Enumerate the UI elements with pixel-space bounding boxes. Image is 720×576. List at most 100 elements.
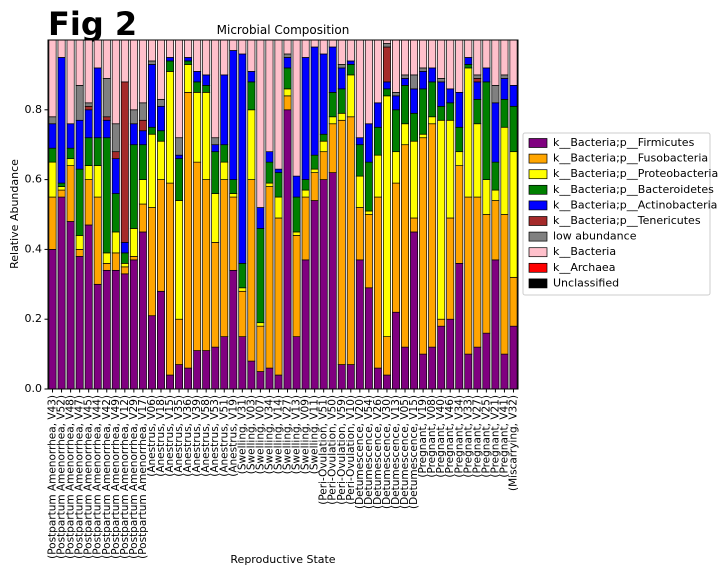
bar-segment [66, 39, 75, 125]
bar-segment [184, 39, 193, 58]
x-tick-label: (Postpartum Amenorrhea, V29) [128, 395, 140, 559]
bar-segment [202, 85, 211, 93]
bar-segment [48, 116, 57, 125]
bar-segment [301, 179, 310, 191]
bar-segment [193, 71, 202, 83]
bar-segment [75, 85, 84, 121]
bar-segment [464, 67, 473, 198]
bar-segment [509, 151, 518, 278]
bar-segment [410, 74, 419, 90]
bar-segment [229, 39, 238, 51]
bar-segment [157, 130, 165, 142]
x-tick-label: (Postpartum Amenorrhea, V44) [92, 395, 104, 559]
bar-segment [419, 67, 428, 72]
bar-segment [75, 256, 84, 390]
bar-segment [437, 105, 446, 121]
bar-segment [482, 67, 491, 83]
bar-segment [283, 67, 292, 90]
y-tick-label: 0.4 [25, 242, 43, 255]
bar-segment [446, 217, 455, 320]
bar-segment [446, 318, 455, 390]
bar-segment [111, 151, 120, 160]
bar-segment [428, 81, 437, 118]
bar-segment [120, 252, 129, 264]
bar-segment [373, 154, 382, 198]
bar-segment [184, 64, 193, 93]
bar-segment [166, 182, 174, 376]
x-tick-label: (Swelling, V07) [254, 395, 266, 474]
bar-segment [346, 39, 355, 62]
bar-segment [401, 39, 409, 76]
x-tick-label: (Anestrus, V19) [227, 395, 239, 477]
bar-segment [129, 109, 138, 125]
bar-segment [410, 217, 419, 233]
bar-segment [120, 39, 129, 83]
bar-segment [57, 189, 66, 198]
bar-segment [102, 78, 111, 118]
bar-segment [328, 39, 337, 48]
bar-segment [328, 116, 337, 125]
bar-segment [500, 78, 509, 100]
bar-segment [57, 196, 66, 390]
legend-box [522, 132, 711, 296]
x-tick-label: (Anestrus, V36) [182, 395, 194, 477]
y-axis-label: Relative Abundance [8, 159, 21, 269]
bar-segment [455, 263, 464, 390]
legend-label: k__Bacteria;p__Fusobacteria [553, 152, 708, 165]
bar-segment [301, 196, 310, 261]
x-tick-label: (Detumescence, V13) [390, 395, 402, 509]
bar-segment [229, 193, 238, 198]
bar-segment [455, 151, 464, 166]
bar-segment [419, 88, 428, 135]
bar-segment [66, 221, 75, 390]
bar-segment [111, 193, 120, 233]
bar-segment [419, 353, 428, 390]
bar-segment [373, 126, 382, 156]
bar-segment [75, 119, 84, 170]
legend-label: low abundance [553, 230, 637, 243]
bar-segment [337, 88, 346, 114]
bar-segment [193, 161, 202, 351]
x-tick-label: (Anestrus, V51) [218, 395, 230, 477]
bar-segment [509, 325, 518, 390]
bar-segment [202, 91, 211, 180]
x-tick-label: (Postpartum Amenorrhea, V12) [119, 395, 131, 559]
bar-segment [75, 235, 84, 250]
bar-segment [129, 144, 138, 229]
bar-segment [166, 39, 174, 58]
bar-segment [319, 179, 328, 390]
bar-segment [455, 39, 464, 93]
bar-segment [48, 161, 57, 198]
bar-segment [84, 39, 93, 104]
bar-segment [283, 95, 292, 111]
bar-segment [446, 119, 455, 219]
x-tick-label: (Anestrus, V18) [155, 395, 167, 477]
bar-segment [211, 242, 220, 348]
bar-segment [500, 98, 509, 128]
bar-segment [102, 269, 111, 390]
bar-segment [102, 116, 111, 121]
bar-segment [211, 144, 220, 153]
bar-segment [84, 137, 93, 166]
bar-segment [238, 263, 247, 289]
bar-segment [301, 259, 310, 390]
bar-segment [238, 39, 247, 55]
bar-segment [111, 231, 120, 254]
bar-segment [84, 224, 93, 390]
bar-segment [392, 182, 400, 313]
bar-segment [84, 109, 93, 139]
bar-segment [138, 102, 147, 121]
bar-segment [428, 123, 437, 348]
bar-segment [229, 50, 238, 180]
x-tick-label: (Postpartum Amenorrhea, V17) [137, 395, 149, 559]
bar-segment [120, 81, 129, 243]
legend-label: k__Archaea [553, 261, 615, 274]
bar-segment [247, 71, 256, 83]
bar-segment [482, 179, 491, 215]
bar-segment [184, 367, 193, 390]
x-tick-label: (Anestrus, V58) [200, 395, 212, 477]
bar-segment [392, 109, 400, 153]
x-tick-label: (Anestrus, V35) [173, 395, 185, 477]
x-tick-label: (Detumescence, V26) [372, 395, 384, 509]
x-tick-label: (Pregnant, V27) [471, 395, 483, 478]
